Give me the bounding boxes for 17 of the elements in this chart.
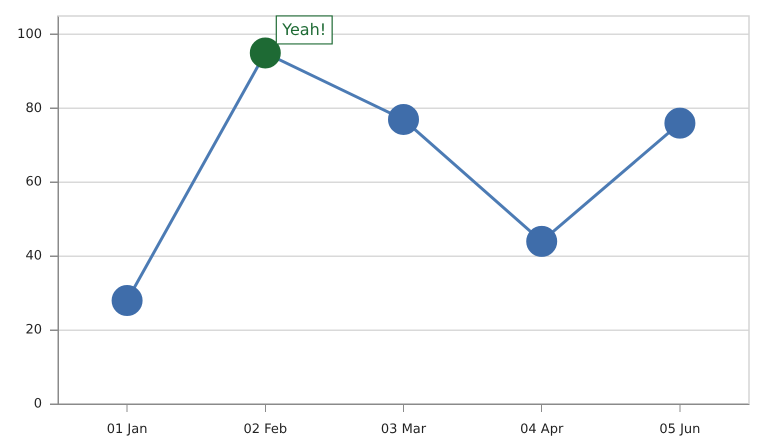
annotation: Yeah! [281, 20, 326, 40]
y-tick-label: 0 [34, 396, 42, 412]
x-tick-label: 05 Jun [659, 422, 700, 438]
point [664, 108, 696, 139]
point [250, 37, 281, 68]
x-tick-label: 04 Apr [520, 422, 564, 438]
point [526, 226, 558, 257]
y-tick-label: 60 [25, 174, 42, 190]
y-tick-label: 40 [25, 248, 42, 264]
point [112, 285, 143, 316]
point [388, 104, 419, 135]
x-tick-label: 02 Feb [243, 422, 288, 438]
x-tick-label: 01 Jan [106, 422, 148, 438]
y-tick-label: 20 [25, 322, 42, 338]
x-tick-label: 03 Mar [380, 422, 427, 438]
y-tick-label: 80 [25, 100, 42, 116]
y-tick-label: 100 [17, 26, 42, 42]
